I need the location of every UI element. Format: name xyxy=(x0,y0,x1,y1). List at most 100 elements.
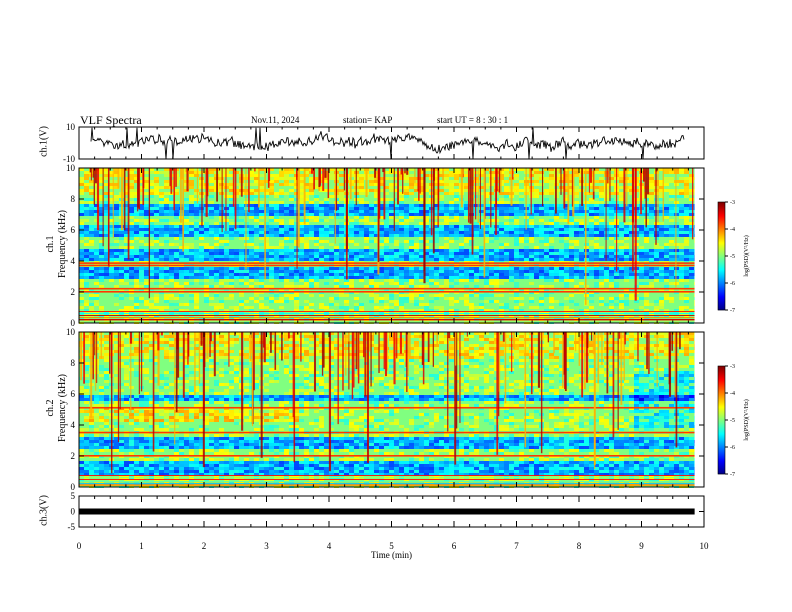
ch1-spec-cell xyxy=(379,297,384,300)
ch1-spec-cell xyxy=(609,180,614,183)
ch1-spec-cell xyxy=(324,213,329,216)
ch1-spec-cell xyxy=(229,210,234,213)
ch1-spec-cell xyxy=(499,234,504,237)
ch2-spec-cell xyxy=(184,335,189,338)
ch1-spec-cell xyxy=(439,216,444,219)
ch1-spec-cell xyxy=(229,279,234,282)
ch1-spec-cell xyxy=(304,282,309,285)
ch1-spec-cell xyxy=(404,174,409,177)
ch1-spec-cell xyxy=(614,285,619,288)
ch1-spec-cell xyxy=(109,231,114,234)
ch1-spec-cell xyxy=(149,168,154,171)
ch1-spec-cell xyxy=(519,195,524,198)
ch2-spec-cell xyxy=(164,335,169,338)
ch1-spec-streak xyxy=(530,168,532,215)
ch1-spec-cell xyxy=(79,222,84,225)
ch1-spec-cell xyxy=(609,204,614,207)
ch1-spec-cell xyxy=(514,255,519,258)
ch1-spec-cell xyxy=(419,201,424,204)
ch1-spec-cell xyxy=(259,204,264,207)
ch1-spec-cell xyxy=(104,204,109,207)
ch1-spec-cell xyxy=(339,225,344,228)
ch1-spec-cell xyxy=(474,171,479,174)
ch1-spec-cell xyxy=(254,177,259,180)
ch1-spec-cell xyxy=(629,210,634,213)
ch1-spec-cell xyxy=(79,183,84,186)
ch1-spec-cell xyxy=(434,183,439,186)
ch1-spec-cell xyxy=(124,222,129,225)
ch1-spec-cell xyxy=(94,189,99,192)
ch1-spec-cell xyxy=(294,285,299,288)
ch1-spec-cell xyxy=(659,306,664,309)
ch1-spec-cell xyxy=(329,213,334,216)
ch1-spec-cell xyxy=(484,249,489,252)
ch1-spec-cell xyxy=(119,258,124,261)
ch1-spec-cell xyxy=(129,189,134,192)
ch1-spec-cell xyxy=(389,273,394,276)
ch1-spec-cell xyxy=(414,207,419,210)
ch1-spec-cell xyxy=(564,198,569,201)
ch1-spec-cell xyxy=(574,267,579,270)
ch1-spec-cell xyxy=(339,228,344,231)
ch1-spec-cell xyxy=(279,219,284,222)
ch1-spec-cell xyxy=(684,228,689,231)
ch1-spec-streak xyxy=(589,168,593,183)
ch1-spec-cell xyxy=(189,213,194,216)
ch1-spec-cell xyxy=(599,171,604,174)
ch1-spec-cell xyxy=(374,201,379,204)
ch1-spec-cell xyxy=(154,204,159,207)
ch1-spec-cell xyxy=(569,225,574,228)
ch1-spec-cell xyxy=(354,258,359,261)
ch1-spec-cell xyxy=(439,315,444,318)
ch1-spec-cell xyxy=(164,210,169,213)
ch1-spec-cell xyxy=(129,195,134,198)
ch2-spec-cell xyxy=(229,338,234,341)
ch2-spec-cell xyxy=(329,344,334,347)
ch1-spec-cell xyxy=(269,207,274,210)
ch1-spec-cell xyxy=(379,189,384,192)
ch1-spec-cell xyxy=(304,219,309,222)
ch1-spec-cell xyxy=(649,228,654,231)
ch1-spec-cell xyxy=(599,285,604,288)
ch1-spec-cell xyxy=(374,300,379,303)
ch2-spec-cell xyxy=(559,341,564,344)
ch1-spec-cell xyxy=(134,252,139,255)
ch1-spec-cell xyxy=(529,252,534,255)
ch1-spec-cell xyxy=(414,285,419,288)
ch1-spec-cell xyxy=(229,222,234,225)
ch1-spec-cell xyxy=(574,186,579,189)
ch1-spec-cell xyxy=(679,294,684,297)
ch2-spec-cell xyxy=(424,332,429,335)
ch1-spec-cell xyxy=(694,258,695,261)
ch1-spec-cell xyxy=(299,228,304,231)
ch1-spec-cell xyxy=(109,249,114,252)
ch1-spec-cell xyxy=(309,213,314,216)
ch1-spec-cell xyxy=(519,168,524,171)
ch1-spec-cell xyxy=(424,309,429,312)
ch1-spec-cell xyxy=(674,231,679,234)
ch1-spec-cell xyxy=(479,219,484,222)
ch1-spec-cell xyxy=(589,267,594,270)
ch1-spec-cell xyxy=(284,282,289,285)
ch1-spec-cell xyxy=(149,297,154,300)
ch1-spec-cell xyxy=(499,213,504,216)
ch1-spec-cell xyxy=(534,276,539,279)
ch1-spec-cell xyxy=(659,231,664,234)
ch1-spec-cell xyxy=(454,207,459,210)
ch1-spec-cell xyxy=(504,171,509,174)
ch1-spec-cell xyxy=(289,183,294,186)
ch1-spec-cell xyxy=(529,297,534,300)
ch1-spec-cell xyxy=(149,231,154,234)
ch1-spec-cell xyxy=(609,183,614,186)
ch1-spec-cell xyxy=(409,207,414,210)
ch1-spec-cell xyxy=(179,267,184,270)
ch2-spec-cell xyxy=(84,341,89,344)
ch1-spec-cell xyxy=(444,234,449,237)
ch1-spec-cell xyxy=(359,210,364,213)
ch1-spec-cell xyxy=(334,285,339,288)
ch1-spec-cell xyxy=(114,270,119,273)
ch1-spec-cell xyxy=(149,258,154,261)
ch1-spec-cell xyxy=(599,189,604,192)
ch1-spec-cell xyxy=(109,210,114,213)
ch1-spec-cell xyxy=(409,309,414,312)
